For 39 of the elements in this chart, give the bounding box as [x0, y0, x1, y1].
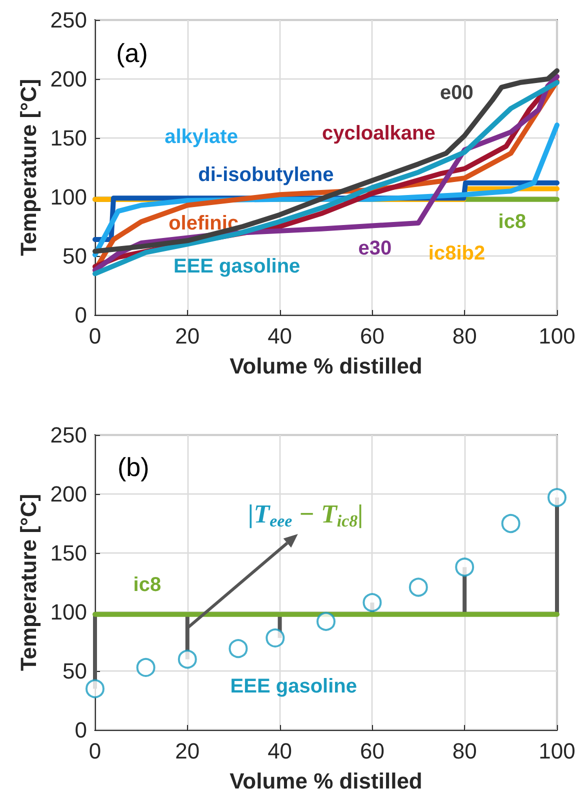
x-tick-label: 80: [452, 738, 477, 764]
y-tick-label: 100: [50, 600, 87, 624]
text: alkylate: [164, 126, 238, 148]
text: ic8ib2: [428, 242, 486, 265]
y-tick-label: 0: [74, 718, 87, 742]
annotation: (a): [116, 38, 148, 68]
y-tick-label: 150: [50, 126, 87, 150]
x-tick-label: 40: [268, 738, 292, 764]
y-tick-label: 200: [50, 66, 87, 92]
x-tick-label: 20: [175, 738, 200, 764]
x-tick-label: 40: [268, 324, 292, 348]
y-tick-label: 0: [74, 302, 87, 328]
x-axis-title: Volume % distilled: [230, 768, 422, 794]
y-tick-label: 50: [62, 244, 87, 268]
annotation: (b): [117, 452, 150, 482]
series-label: EEE gasoline: [230, 675, 358, 698]
y-tick-label: 250: [50, 422, 87, 448]
x-tick-label: 80: [452, 324, 477, 348]
y-axis-title: Temperature [°C]: [16, 78, 41, 256]
series-label: e30: [358, 237, 392, 260]
x-axis-title: Volume % distilled: [230, 354, 422, 378]
x-tick-label: 60: [360, 324, 384, 348]
x-tick-label: 60: [360, 738, 384, 764]
series-label: EEE gasoline: [173, 256, 300, 278]
x-tick-label: 100: [538, 738, 576, 764]
series-label: ic8: [133, 574, 162, 596]
series-label: e00: [440, 82, 474, 104]
x-tick-label: 20: [175, 324, 200, 348]
y-axis-title: Temperature [°C]: [16, 494, 41, 672]
series-label: ic8: [498, 210, 526, 233]
x-tick-label: 100: [538, 324, 576, 348]
y-tick-label: 100: [50, 184, 87, 210]
y-tick-label: 250: [50, 8, 87, 32]
series-label: cycloalkane: [322, 122, 436, 144]
y-tick-label: 150: [50, 540, 87, 566]
y-tick-label: 200: [50, 482, 87, 506]
series-label: olefinic: [168, 212, 239, 234]
series-label: di-isobutylene: [198, 164, 334, 186]
y-tick-label: 50: [62, 658, 87, 684]
